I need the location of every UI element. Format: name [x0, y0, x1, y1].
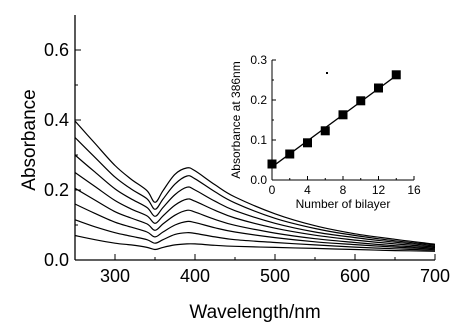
main-x-tick-label: 700 [420, 266, 450, 286]
main-x-ticks: 300 400 500 600 700 [74, 254, 450, 286]
main-y-tick-label: 0.2 [44, 180, 69, 200]
inset-y-tick-label: 0.0 [250, 173, 267, 187]
inset-y-axis-label: Absorbance at 386nm [229, 61, 243, 178]
inset-x-tick-label: 8 [340, 183, 347, 197]
spectrum-line-3 [74, 203, 436, 250]
main-x-tick-label: 600 [340, 266, 370, 286]
spectrum-line-8 [74, 120, 436, 245]
inset-x-axis-label: Number of bilayer [296, 197, 391, 211]
inset-x-tick-label: 12 [372, 183, 386, 197]
main-y-axis-label: Absorbance [19, 89, 40, 190]
inset-data-point [374, 83, 383, 93]
inset-plot-area [267, 70, 401, 169]
inset-data-point [391, 70, 401, 80]
main-y-tick-label: 0.6 [44, 40, 69, 60]
main-x-tick-label: 300 [100, 266, 130, 286]
inset-data-point [320, 126, 330, 136]
inset-x-tick-label: 0 [269, 183, 276, 197]
main-y-tick-label: 0.4 [44, 110, 69, 130]
inset-x-ticks: 0 4 8 12 16 [269, 176, 421, 197]
inset-y-tick-label: 0.3 [250, 53, 267, 67]
inset-data-point [267, 159, 277, 169]
inset-x-tick-label: 4 [304, 183, 311, 197]
inset-data-point [303, 138, 312, 148]
inset-data-point [285, 149, 295, 159]
main-plot-area [74, 120, 436, 252]
inset-x-tick-label: 16 [407, 183, 421, 197]
inset-data-point [356, 96, 366, 106]
main-x-tick-label: 400 [180, 266, 210, 286]
inset-stray-mark [326, 72, 328, 74]
main-y-tick-label: 0.0 [44, 250, 69, 270]
inset-y-tick-label: 0.2 [250, 93, 267, 107]
spectrum-line-6 [74, 154, 436, 247]
spectrum-line-4 [74, 187, 436, 249]
main-x-tick-label: 500 [260, 266, 290, 286]
inset-y-ticks: 0.0 0.1 0.2 0.3 [250, 53, 276, 187]
inset-y-tick-label: 0.1 [250, 133, 267, 147]
main-x-axis-label: Wavelength/nm [189, 302, 320, 323]
spectrum-line-7 [74, 137, 436, 246]
spectrum-line-2 [74, 219, 436, 251]
inset-data-point [338, 110, 348, 120]
inset-chart: 0 4 8 12 16 0.0 0.1 0.2 0.3 Number of bilayer A… [229, 53, 421, 211]
spectrum-line-5 [74, 172, 436, 248]
spectrum-line-1 [74, 234, 436, 252]
main-y-ticks: 0.0 0.2 0.4 0.6 [44, 40, 81, 270]
main-chart: 300 400 500 600 700 0.0 0.2 0.4 0.6 Wavelength/… [19, 15, 450, 323]
